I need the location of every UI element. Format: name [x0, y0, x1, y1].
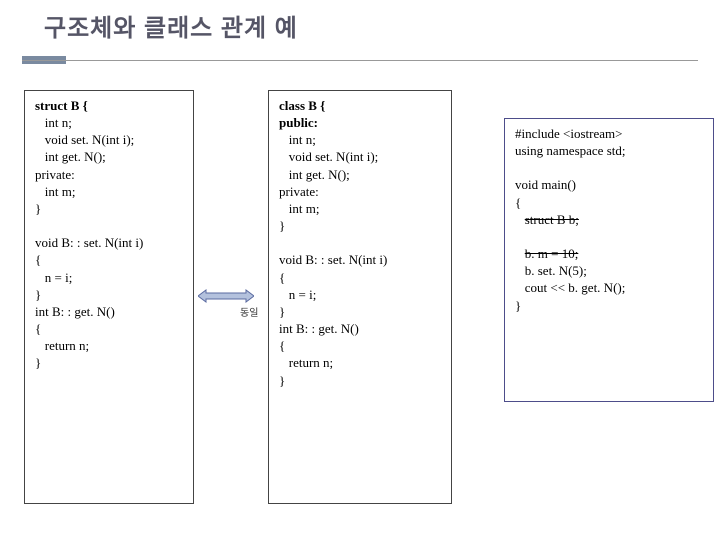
horizontal-rule	[22, 60, 698, 61]
code-box-struct: struct B { int n; void set. N(int i); in…	[24, 90, 194, 504]
code-box-main: #include <iostream> using namespace std;…	[504, 118, 714, 402]
slide-title: 구조체와 클래스 관계 예	[44, 15, 298, 42]
code-box-class: class B { public: int n; void set. N(int…	[268, 90, 452, 504]
arrow-label: 동일	[240, 304, 258, 319]
equiv-arrow-icon	[198, 288, 254, 304]
content-area: struct B { int n; void set. N(int i); in…	[22, 88, 698, 528]
